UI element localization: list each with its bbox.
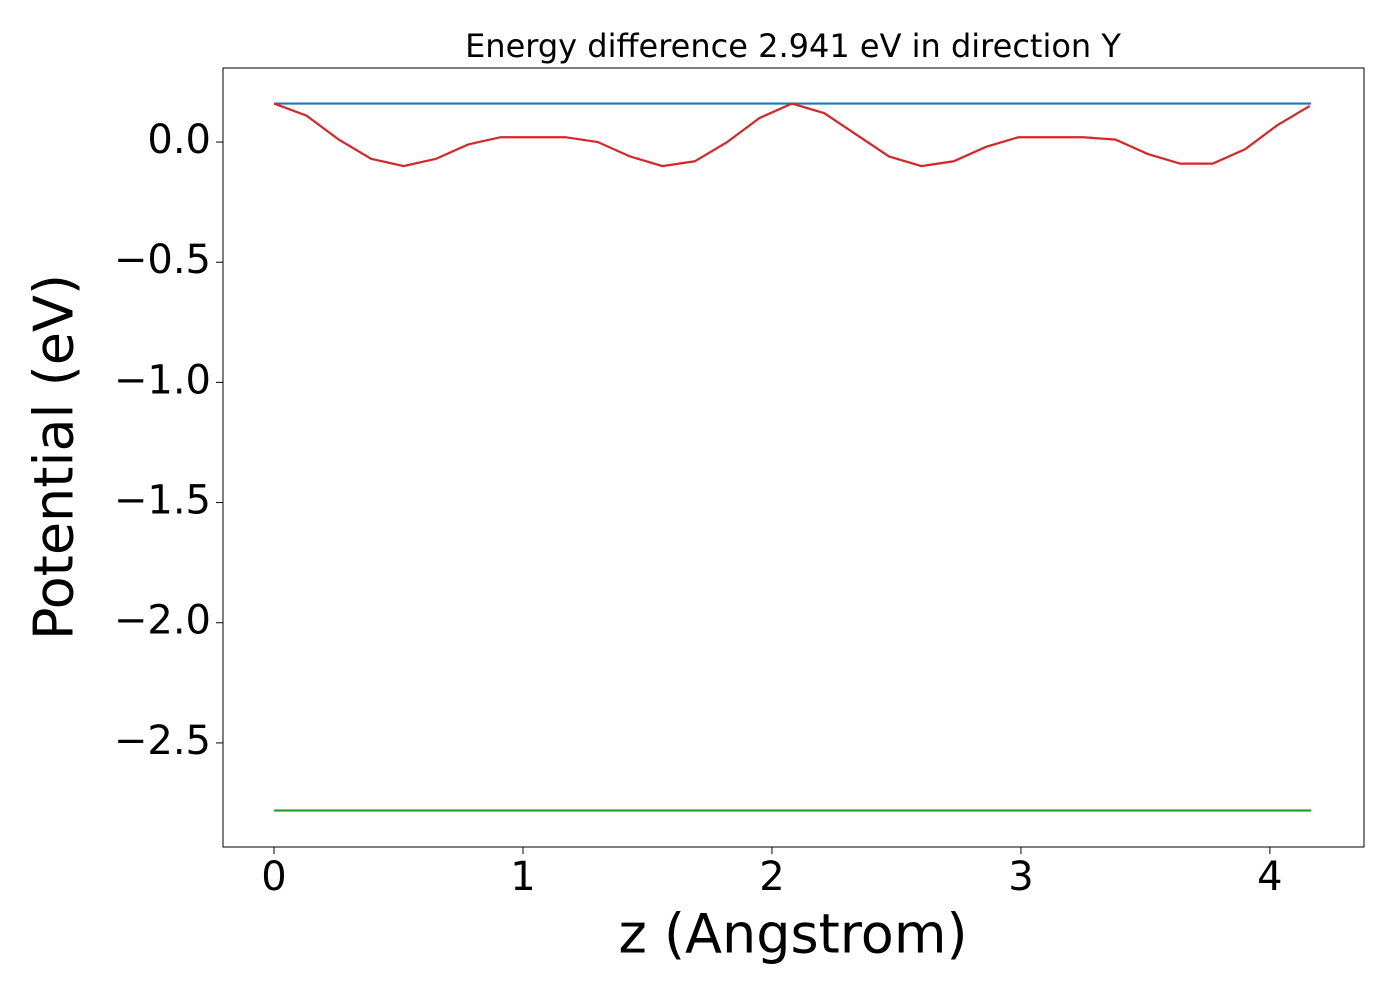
- y-tick-label: −1.0: [114, 357, 211, 403]
- chart-title: Energy difference 2.941 eV in direction …: [465, 27, 1121, 65]
- y-tick-label: −2.0: [114, 598, 211, 644]
- y-tick-label: −2.5: [114, 718, 211, 764]
- x-tick-label: 4: [1257, 854, 1282, 900]
- y-axis-label: Potential (eV): [23, 274, 86, 640]
- x-tick-label: 2: [759, 854, 784, 900]
- y-tick-label: 0.0: [147, 117, 211, 163]
- x-axis-label: z (Angstrom): [618, 903, 967, 966]
- x-tick-label: 3: [1008, 854, 1033, 900]
- x-tick-label: 1: [510, 854, 535, 900]
- x-tick-label: 0: [261, 854, 286, 900]
- plot-frame: [222, 67, 1365, 848]
- y-tick-label: −1.5: [114, 478, 211, 524]
- data-line: [273, 102, 1311, 168]
- y-tick-label: −0.5: [114, 237, 211, 283]
